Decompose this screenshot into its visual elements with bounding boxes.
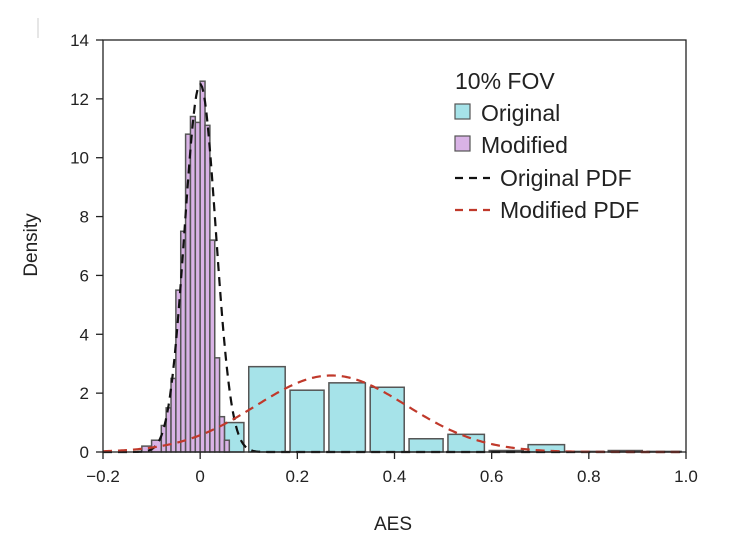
- legend-label-original: Original: [481, 100, 560, 126]
- legend-swatch-modified: [454, 135, 471, 152]
- y-tick-label-2: 4: [80, 325, 89, 344]
- legend-label-original-pdf: Original PDF: [500, 165, 632, 191]
- y-tick-label-5: 10: [70, 149, 89, 168]
- legend-swatch-original: [454, 103, 471, 120]
- bar-original-1: [248, 365, 286, 453]
- y-tick-label-3: 6: [80, 266, 89, 285]
- bar-original-2: [289, 389, 325, 453]
- x-tick-label-5: 0.8: [577, 467, 601, 486]
- x-tick-label-3: 0.4: [383, 467, 407, 486]
- bar-original-5: [408, 438, 444, 453]
- x-tick-label-6: 1.0: [674, 467, 698, 486]
- legend-label-modified: Modified: [481, 132, 568, 158]
- y-tick-label-1: 2: [80, 384, 89, 403]
- legend: 10% FOV Original Modified Original PDF M…: [454, 68, 639, 223]
- x-tick-label-2: 0.2: [286, 467, 310, 486]
- y-axis-title: Density: [21, 213, 42, 277]
- y-tick-label-6: 12: [70, 90, 89, 109]
- bar-original-3: [328, 382, 367, 453]
- bar-modified-15: [223, 439, 231, 453]
- x-tick-label-1: 0: [195, 467, 204, 486]
- x-axis-title: AES: [374, 514, 412, 535]
- x-tick-label-0: −0.2: [86, 467, 120, 486]
- y-tick-label-0: 0: [80, 443, 89, 462]
- x-tick-label-4: 0.6: [480, 467, 504, 486]
- y-tick-label-4: 8: [80, 208, 89, 227]
- y-tick-label-7: 14: [70, 31, 89, 50]
- bar-original-4: [369, 386, 405, 453]
- legend-title: 10% FOV: [455, 68, 555, 94]
- legend-label-modified-pdf: Modified PDF: [500, 197, 639, 223]
